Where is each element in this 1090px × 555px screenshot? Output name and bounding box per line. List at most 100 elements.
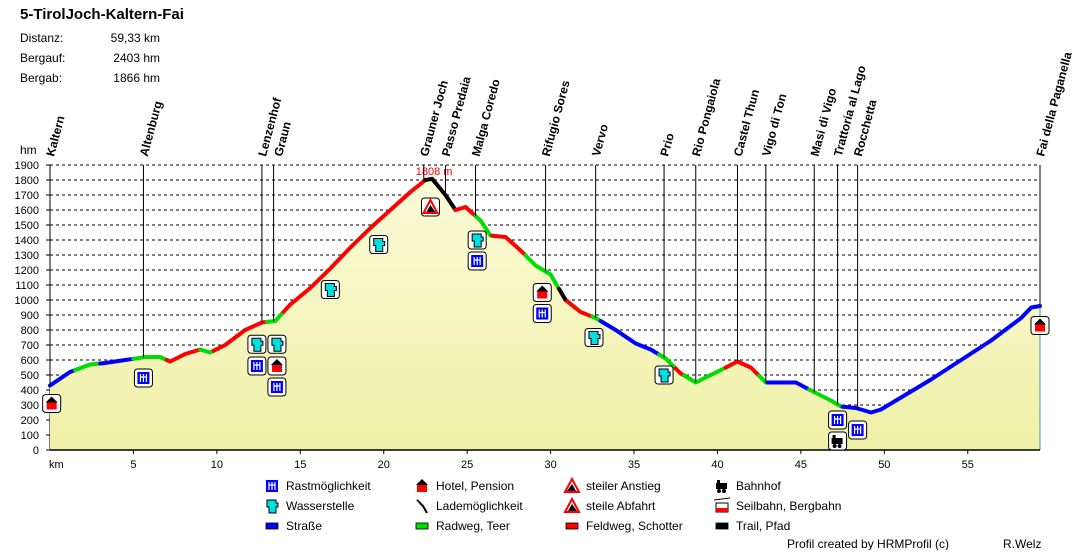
rast-icon [467,251,487,271]
y-tick-label: 100 [21,430,39,442]
surface-segment-feldweg [723,359,762,378]
legend-label: Feldweg, Schotter [586,519,683,533]
stat-label: Bergab: [20,71,62,85]
waypoint-label: Malga Coredo [469,78,503,158]
waypoint-label: Rio Pongaiola [689,77,723,158]
surface-segment-strasse [98,356,136,366]
y-tick-label: 400 [21,385,39,397]
y-tick-label: 1200 [15,265,39,277]
wasser-icon [467,230,487,250]
hotel-icon [267,356,287,376]
x-axis-label: km [49,459,64,471]
y-tick-label: 800 [21,325,39,337]
legend-label: Trail, Pfad [736,519,790,533]
x-tick-label: 35 [628,459,640,471]
y-tick-label: 1900 [15,160,39,172]
rast-icon [532,304,552,323]
footer-credit: Profil created by HRMProfil (c) [787,537,949,550]
rast-icon [267,377,287,397]
x-tick-label: 20 [378,459,390,471]
radweg-icon [415,522,429,530]
stat-value: 2403 hm [113,51,160,65]
waypoint-label: Vigo di Ton [759,92,789,158]
rast-icon [266,480,278,492]
surface-segment-strasse [598,319,662,357]
surface-segment-feldweg [211,319,269,353]
wasser-icon [320,280,340,299]
surface-segment-radweg [682,365,728,385]
abfahrt-icon [420,197,440,217]
legend-label: Seilbahn, Bergbahn [736,499,841,513]
x-tick-label: 10 [211,459,223,471]
y-tick-label: 200 [21,415,39,427]
legend-label: Bahnhof [736,479,781,493]
y-tick-label: 1100 [15,280,39,292]
trail-icon [715,522,729,530]
legend-label: steile Abfahrt [586,499,656,513]
y-axis-label: hm [20,143,37,157]
legend-label: Wasserstelle [286,499,355,513]
surface-segment-radweg [523,253,561,291]
x-tick-label: 55 [962,459,974,471]
wasser-icon [266,499,279,514]
wasser-icon [247,334,267,354]
x-tick-label: 50 [878,459,890,471]
waypoint-label: Prio [657,132,677,158]
legend-label: Hotel, Pension [436,479,514,493]
legend-label: Rastmöglichkeit [286,479,371,493]
x-tick-label: 25 [461,459,473,471]
hotel-icon [416,479,428,492]
surface-segment-radweg [131,355,169,362]
waypoint-label: Fai della Paganella [1033,50,1074,158]
surface-segment-feldweg [281,178,428,314]
surface-segment-trail [423,176,458,212]
waypoint-label: Castel Thun [731,88,762,158]
y-tick-label: 1000 [15,295,39,307]
bahnhof-icon [828,431,848,451]
surface-segment-radweg [198,347,216,355]
y-tick-label: 1700 [15,190,39,202]
x-tick-label: 5 [130,459,136,471]
rast-icon [828,410,848,430]
waypoint-label: Vervo [589,123,611,158]
peak-label: 1808 m [416,166,453,178]
stat-value: 59,33 km [111,31,160,45]
y-tick-label: 1800 [15,175,39,187]
rast-icon [247,356,267,376]
wasser-icon [369,235,389,254]
surface-segment-feldweg [565,299,595,319]
y-tick-label: 1300 [15,250,39,262]
feldweg-icon [565,522,579,530]
wasser-icon [267,334,287,354]
abfahrt-icon [563,496,581,513]
y-tick-label: 700 [21,340,39,352]
surface-segment-feldweg [453,205,478,218]
surface-segment-strasse [840,304,1042,415]
stat-value: 1866 hm [113,71,160,85]
wasser-icon [654,365,674,385]
y-tick-label: 1400 [15,235,39,247]
rast-icon [133,368,153,388]
rast-icon [848,420,868,440]
y-tick-label: 1600 [15,205,39,217]
stat-label: Bergauf: [20,51,65,65]
wasser-icon [584,328,604,347]
y-tick-label: 900 [21,310,39,322]
hotel-icon [42,394,62,413]
strasse-icon [265,522,279,530]
y-tick-label: 600 [21,355,39,367]
page-title: 5-TirolJoch-Kaltern-Fai [20,6,184,23]
legend-label: Radweg, Teer [436,519,510,533]
y-tick-label: 300 [21,400,39,412]
surface-segment-radweg [73,361,103,373]
anstieg-icon [563,476,581,493]
legend-label: steiler Anstieg [586,479,661,493]
lade-icon [415,499,428,514]
hotel-icon [1030,316,1050,335]
footer-author: R.Welz [1003,537,1041,550]
hotel-icon [532,283,552,302]
waypoint-label: Kaltern [43,114,67,158]
surface-segment-radweg [264,309,286,324]
legend-label: Lademöglichkeit [436,499,523,513]
